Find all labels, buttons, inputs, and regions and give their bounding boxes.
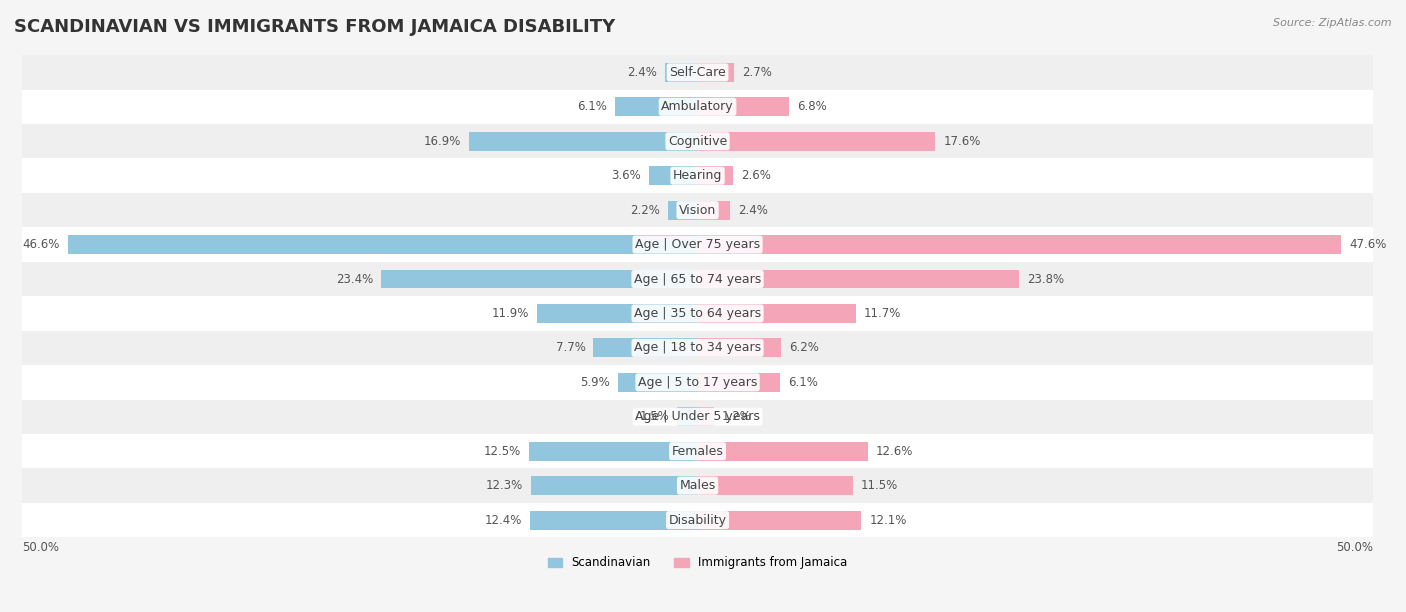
Bar — [697, 304, 856, 323]
Bar — [697, 201, 730, 220]
Bar — [531, 476, 697, 495]
Bar — [697, 97, 789, 116]
Legend: Scandinavian, Immigrants from Jamaica: Scandinavian, Immigrants from Jamaica — [543, 551, 852, 574]
Text: Age | 18 to 34 years: Age | 18 to 34 years — [634, 341, 761, 354]
Text: 23.4%: 23.4% — [336, 272, 373, 286]
Bar — [697, 235, 1341, 254]
Bar — [22, 296, 1374, 330]
Text: 50.0%: 50.0% — [1336, 541, 1374, 554]
Bar — [697, 476, 853, 495]
Bar — [22, 468, 1374, 503]
Text: Disability: Disability — [668, 513, 727, 526]
Bar — [22, 262, 1374, 296]
Text: 46.6%: 46.6% — [22, 238, 59, 251]
Text: 5.9%: 5.9% — [579, 376, 610, 389]
Text: 6.8%: 6.8% — [797, 100, 827, 113]
Bar — [470, 132, 697, 151]
Bar — [614, 97, 697, 116]
Bar — [22, 330, 1374, 365]
Text: 12.4%: 12.4% — [485, 513, 522, 526]
Text: 11.7%: 11.7% — [863, 307, 901, 320]
Bar — [697, 269, 1019, 288]
Text: 7.7%: 7.7% — [555, 341, 585, 354]
Text: Hearing: Hearing — [673, 169, 723, 182]
Text: Source: ZipAtlas.com: Source: ZipAtlas.com — [1274, 18, 1392, 28]
Bar — [529, 442, 697, 461]
Bar — [697, 63, 734, 82]
Text: 1.2%: 1.2% — [721, 410, 752, 424]
Bar — [650, 166, 697, 185]
Text: 2.6%: 2.6% — [741, 169, 770, 182]
Bar — [678, 407, 697, 426]
Text: 6.1%: 6.1% — [576, 100, 607, 113]
Text: 47.6%: 47.6% — [1348, 238, 1386, 251]
Text: 11.9%: 11.9% — [491, 307, 529, 320]
Text: Cognitive: Cognitive — [668, 135, 727, 147]
Bar — [668, 201, 697, 220]
Bar — [537, 304, 697, 323]
Text: Age | 5 to 17 years: Age | 5 to 17 years — [638, 376, 758, 389]
Bar — [22, 400, 1374, 434]
Bar — [22, 503, 1374, 537]
Bar — [697, 407, 714, 426]
Bar — [22, 89, 1374, 124]
Bar — [697, 373, 780, 392]
Text: 12.1%: 12.1% — [869, 513, 907, 526]
Text: Males: Males — [679, 479, 716, 492]
Text: Females: Females — [672, 445, 724, 458]
Text: 12.6%: 12.6% — [876, 445, 914, 458]
Bar — [22, 124, 1374, 159]
Bar — [697, 442, 868, 461]
Bar — [22, 159, 1374, 193]
Text: Age | 65 to 74 years: Age | 65 to 74 years — [634, 272, 761, 286]
Text: 2.7%: 2.7% — [742, 66, 772, 79]
Text: 11.5%: 11.5% — [860, 479, 898, 492]
Text: 23.8%: 23.8% — [1028, 272, 1064, 286]
Bar — [593, 338, 697, 357]
Bar — [67, 235, 697, 254]
Text: 12.5%: 12.5% — [484, 445, 520, 458]
Text: Age | Over 75 years: Age | Over 75 years — [636, 238, 761, 251]
Text: 6.1%: 6.1% — [789, 376, 818, 389]
Bar — [22, 55, 1374, 89]
Text: 2.4%: 2.4% — [738, 204, 768, 217]
Bar — [530, 510, 697, 529]
Text: 12.3%: 12.3% — [486, 479, 523, 492]
Bar — [381, 269, 697, 288]
Text: 1.5%: 1.5% — [640, 410, 669, 424]
Text: 2.2%: 2.2% — [630, 204, 659, 217]
Bar — [697, 166, 733, 185]
Bar — [22, 365, 1374, 400]
Text: Vision: Vision — [679, 204, 716, 217]
Text: Age | Under 5 years: Age | Under 5 years — [636, 410, 761, 424]
Text: 2.4%: 2.4% — [627, 66, 657, 79]
Text: 50.0%: 50.0% — [22, 541, 59, 554]
Bar — [22, 227, 1374, 262]
Text: 3.6%: 3.6% — [612, 169, 641, 182]
Bar — [697, 132, 935, 151]
Text: Age | 35 to 64 years: Age | 35 to 64 years — [634, 307, 761, 320]
Bar — [22, 434, 1374, 468]
Bar — [697, 338, 782, 357]
Text: Self-Care: Self-Care — [669, 66, 725, 79]
Text: 6.2%: 6.2% — [789, 341, 820, 354]
Bar — [22, 193, 1374, 227]
Bar — [697, 510, 860, 529]
Text: Ambulatory: Ambulatory — [661, 100, 734, 113]
Bar — [617, 373, 697, 392]
Bar — [665, 63, 697, 82]
Text: 17.6%: 17.6% — [943, 135, 981, 147]
Text: SCANDINAVIAN VS IMMIGRANTS FROM JAMAICA DISABILITY: SCANDINAVIAN VS IMMIGRANTS FROM JAMAICA … — [14, 18, 616, 36]
Text: 16.9%: 16.9% — [423, 135, 461, 147]
